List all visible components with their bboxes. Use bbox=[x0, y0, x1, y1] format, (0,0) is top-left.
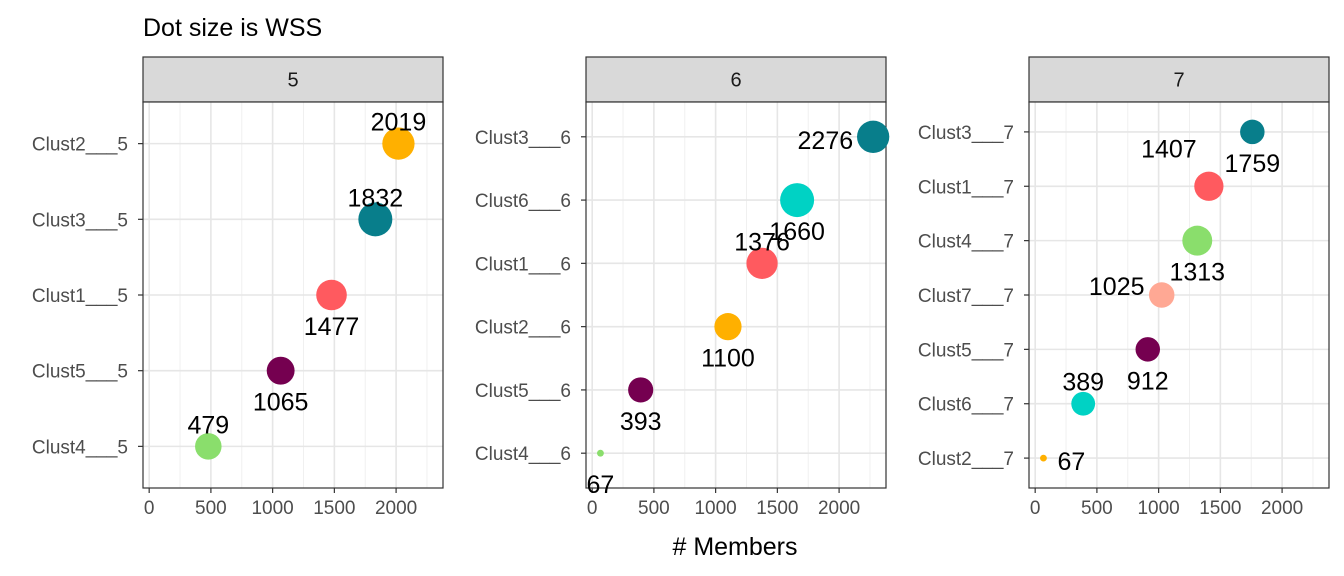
y-category-label: Clust1___7 bbox=[918, 177, 1014, 198]
data-label: 67 bbox=[1057, 448, 1085, 476]
panel-border bbox=[585, 101, 887, 489]
data-point bbox=[1135, 337, 1161, 362]
y-category-label: Clust4___6 bbox=[475, 444, 571, 465]
data-label: 479 bbox=[187, 411, 229, 439]
facet-panels: 5 Clust4___5 Clust5___5 Clust1___5 Clust3___… bbox=[32, 56, 1330, 519]
x-tick-label: 1500 bbox=[1199, 498, 1241, 519]
data-label: 1759 bbox=[1225, 150, 1281, 178]
data-point bbox=[1071, 391, 1096, 416]
data-point bbox=[1040, 454, 1047, 462]
x-tick-label: 2000 bbox=[818, 498, 860, 519]
y-category-label: Clust3___7 bbox=[918, 123, 1014, 144]
data-label: 1100 bbox=[701, 345, 755, 373]
data-point bbox=[266, 356, 295, 385]
data-point bbox=[780, 183, 815, 218]
facet-panel-7: 7 Clust2___7 Clust6___7 Clust5___7 Clust7___… bbox=[918, 56, 1330, 519]
data-label: 393 bbox=[620, 408, 662, 436]
facet-strip bbox=[142, 56, 444, 103]
x-axis-label: # Members bbox=[672, 533, 797, 561]
data-point bbox=[195, 433, 222, 460]
x-tick-label: 1000 bbox=[694, 498, 736, 519]
x-tick-label: 500 bbox=[638, 498, 670, 519]
data-point bbox=[316, 279, 347, 311]
data-label: 1660 bbox=[769, 218, 825, 246]
data-point bbox=[714, 313, 742, 341]
data-label: 1407 bbox=[1141, 135, 1197, 163]
x-tick-label: 1000 bbox=[251, 498, 293, 519]
data-label: 912 bbox=[1127, 367, 1169, 395]
data-label: 1477 bbox=[304, 313, 360, 341]
data-point bbox=[1194, 171, 1224, 201]
data-point bbox=[1240, 119, 1265, 145]
x-tick-label: 0 bbox=[144, 498, 155, 519]
data-point bbox=[1148, 282, 1175, 308]
panel-background bbox=[586, 102, 886, 488]
y-category-label: Clust3___5 bbox=[32, 210, 128, 231]
x-tick-label: 1500 bbox=[313, 498, 355, 519]
facet-strip bbox=[585, 56, 887, 103]
data-point bbox=[857, 120, 890, 153]
y-category-label: Clust5___6 bbox=[475, 381, 571, 402]
y-category-label: Clust2___7 bbox=[918, 449, 1014, 470]
x-tick-label: 500 bbox=[1081, 498, 1113, 519]
y-category-label: Clust5___5 bbox=[32, 362, 128, 383]
y-category-label: Clust7___7 bbox=[918, 286, 1014, 307]
x-tick-label: 0 bbox=[1030, 498, 1041, 519]
facet-strip-label: 7 bbox=[1173, 70, 1184, 92]
chart-title: Dot size is WSS bbox=[143, 14, 322, 42]
data-label: 1313 bbox=[1169, 259, 1225, 287]
y-category-label: Clust4___5 bbox=[32, 437, 128, 458]
facet-strip-label: 5 bbox=[287, 70, 298, 92]
x-tick-label: 2000 bbox=[1261, 498, 1303, 519]
y-category-label: Clust1___6 bbox=[475, 254, 571, 275]
data-point bbox=[358, 202, 393, 237]
y-category-label: Clust6___7 bbox=[918, 395, 1014, 416]
data-point bbox=[1182, 225, 1213, 256]
facet-panel-5: 5 Clust4___5 Clust5___5 Clust1___5 Clust3___… bbox=[32, 56, 444, 519]
y-category-label: Clust2___5 bbox=[32, 135, 128, 156]
data-label: 1832 bbox=[348, 184, 404, 212]
data-label: 67 bbox=[587, 471, 615, 499]
y-category-label: Clust3___6 bbox=[475, 128, 571, 149]
data-label: 389 bbox=[1062, 369, 1104, 397]
x-tick-label: 1000 bbox=[1137, 498, 1179, 519]
y-category-label: Clust2___6 bbox=[475, 318, 571, 339]
y-category-label: Clust6___6 bbox=[475, 191, 571, 212]
x-tick-label: 2000 bbox=[375, 498, 417, 519]
facet-strip bbox=[1028, 56, 1330, 103]
data-label: 1025 bbox=[1089, 273, 1145, 301]
x-tick-label: 500 bbox=[195, 498, 227, 519]
y-category-label: Clust4___7 bbox=[918, 232, 1014, 253]
x-tick-label: 0 bbox=[587, 498, 598, 519]
data-point bbox=[628, 377, 654, 403]
data-label: 2276 bbox=[798, 127, 854, 155]
facet-strip-label: 6 bbox=[730, 70, 741, 92]
data-label: 2019 bbox=[371, 109, 427, 137]
data-point bbox=[382, 127, 415, 160]
data-label: 1376 bbox=[734, 228, 790, 256]
data-point bbox=[597, 449, 604, 457]
x-tick-label: 1500 bbox=[756, 498, 798, 519]
y-category-label: Clust1___5 bbox=[32, 286, 128, 307]
y-category-label: Clust5___7 bbox=[918, 340, 1014, 361]
facet-panel-6: 6 Clust4___6 Clust5___6 Clust2___6 Clust1___… bbox=[475, 56, 890, 519]
data-label: 1065 bbox=[253, 389, 309, 417]
data-point bbox=[746, 247, 778, 280]
